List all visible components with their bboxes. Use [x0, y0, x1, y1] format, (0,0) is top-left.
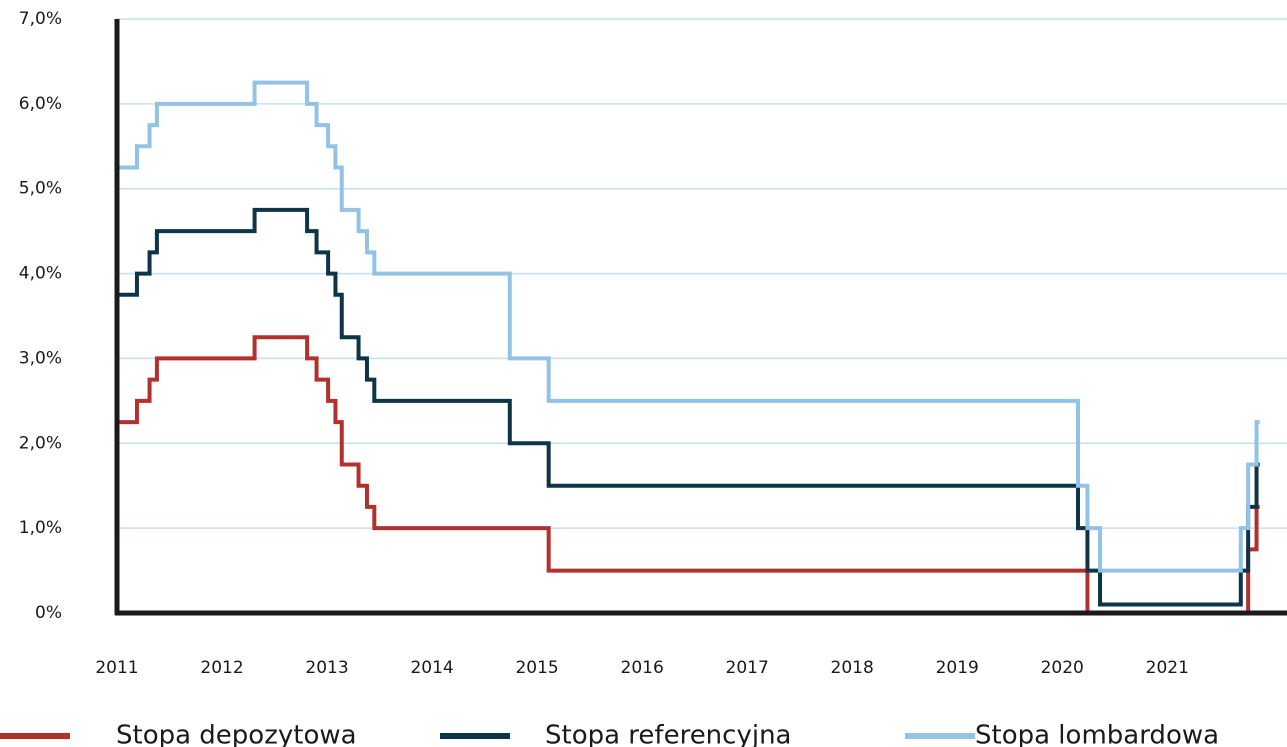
y-tick-label: 7,0%: [19, 9, 62, 29]
y-tick-label: 0%: [35, 603, 62, 623]
y-tick-label: 2,0%: [19, 433, 62, 453]
y-tick-label: 1,0%: [19, 518, 62, 538]
x-tick-label: 2015: [515, 658, 558, 678]
x-tick-label: 2020: [1041, 658, 1084, 678]
series-line: [117, 80, 1260, 573]
y-tick-label: 4,0%: [19, 264, 62, 284]
x-tick-label: 2019: [936, 658, 979, 678]
x-tick-label: 2014: [410, 658, 453, 678]
series-line: [117, 207, 1260, 607]
y-tick-label: 5,0%: [19, 179, 62, 199]
x-tick-label: 2016: [621, 658, 664, 678]
x-tick-label: 2021: [1146, 658, 1189, 678]
x-tick-label: 2011: [95, 658, 138, 678]
x-tick-label: 2017: [726, 658, 769, 678]
x-tick-label: 2018: [831, 658, 874, 678]
y-tick-label: 3,0%: [19, 348, 62, 368]
y-tick-label: 6,0%: [19, 94, 62, 114]
legend-label: Stopa depozytowa: [116, 721, 357, 747]
x-tick-label: 2013: [305, 658, 348, 678]
legend-label: Stopa lombardowa: [975, 721, 1219, 747]
legend-label: Stopa referencyjna: [545, 721, 791, 747]
x-tick-label: 2012: [200, 658, 243, 678]
